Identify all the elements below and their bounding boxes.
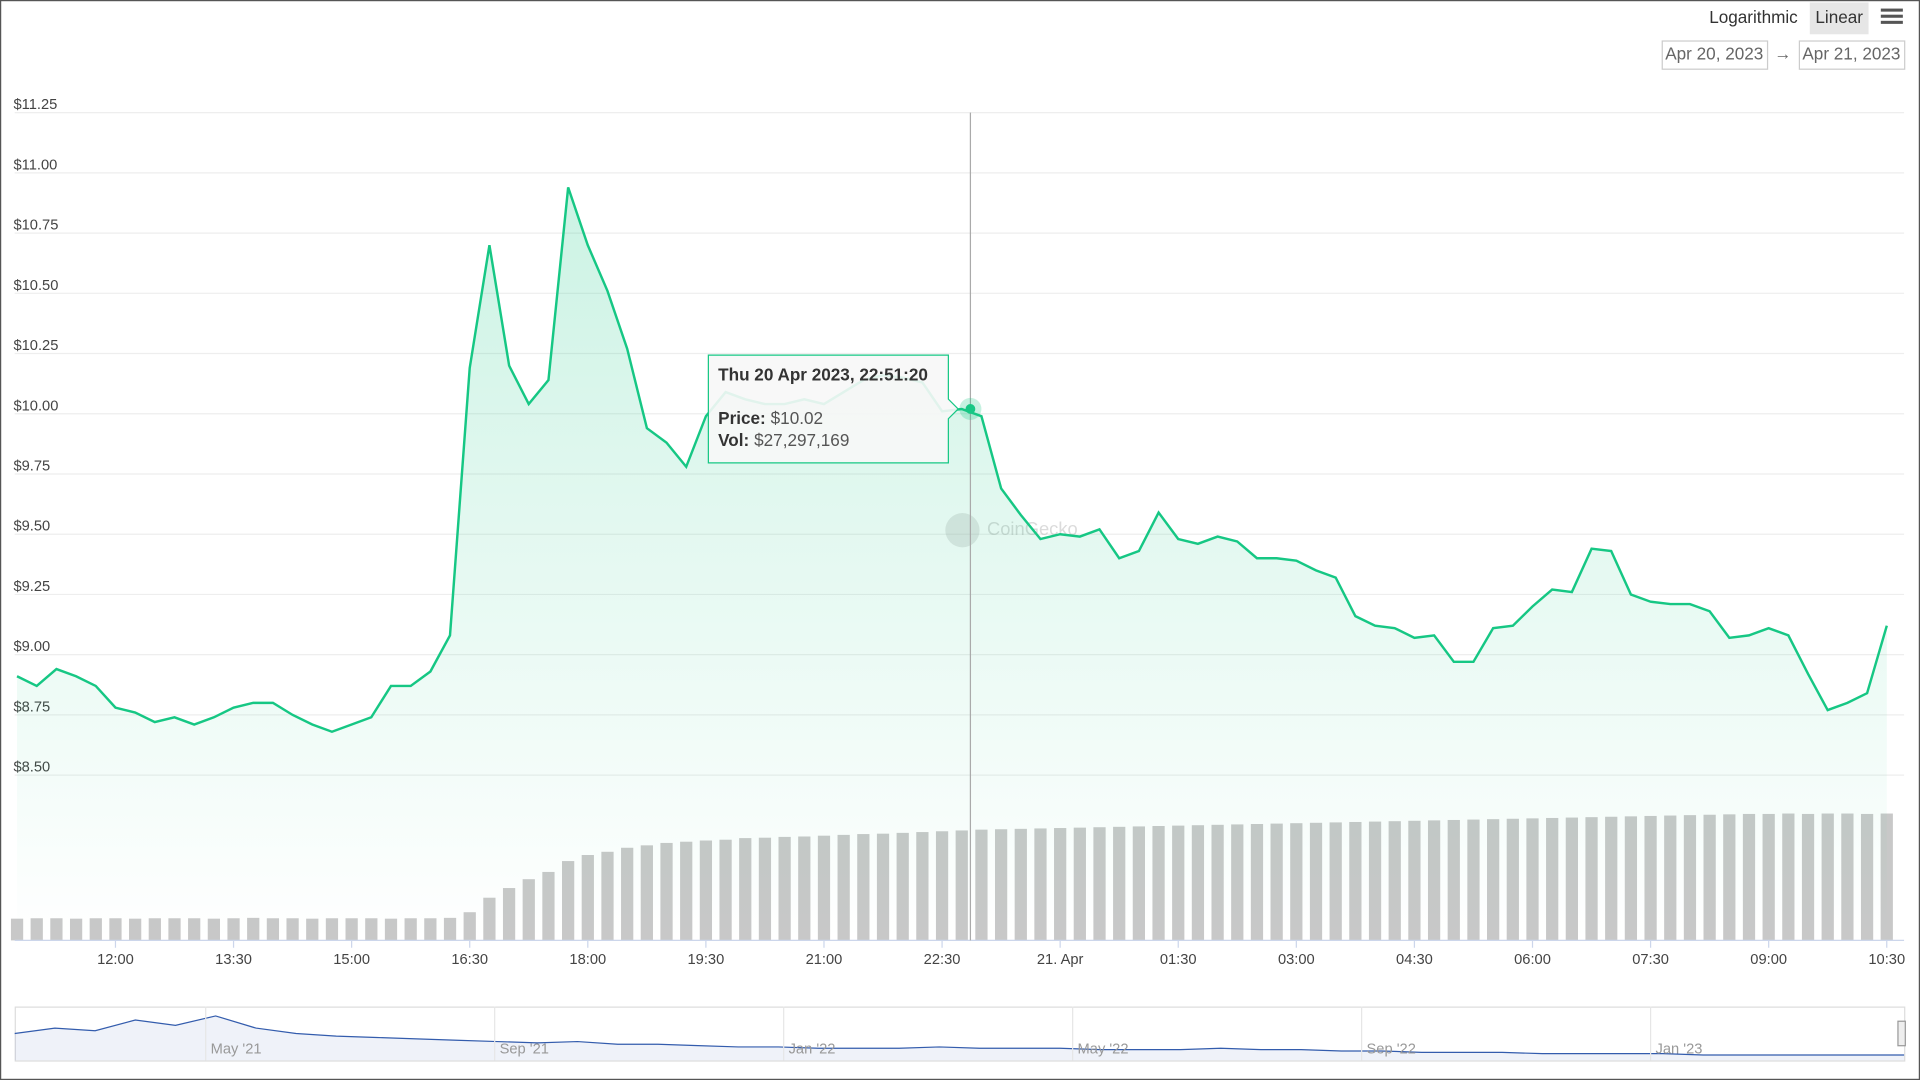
y-tick-label: $9.25 — [13, 579, 50, 595]
navigator-handle[interactable] — [1897, 1020, 1906, 1047]
y-tick-label: $10.75 — [13, 218, 58, 234]
tooltip-box — [707, 354, 960, 464]
menu-icon[interactable] — [1880, 8, 1903, 24]
x-tick-label: 16:30 — [451, 952, 488, 968]
y-tick-label: $10.25 — [13, 338, 58, 354]
scale-button[interactable]: Linear — [1815, 7, 1863, 27]
x-tick-label: 21. Apr — [1037, 952, 1084, 968]
x-tick-label: 10:30 — [1868, 952, 1905, 968]
hover-marker — [965, 404, 976, 414]
x-tick-label: 01:30 — [1160, 952, 1197, 968]
date-input[interactable] — [1661, 40, 1769, 70]
x-tick-label: 09:00 — [1750, 952, 1787, 968]
tooltip-title: Thu 20 Apr 2023, 22:51:20 — [718, 364, 928, 384]
navigator-label: May '22 — [1078, 1041, 1129, 1057]
x-tick-label: 19:30 — [688, 952, 725, 968]
x-tick-label: 22:30 — [924, 952, 961, 968]
y-tick-label: $10.00 — [13, 398, 58, 414]
x-tick-label: 07:30 — [1632, 952, 1669, 968]
date-input[interactable] — [1798, 40, 1906, 70]
x-tick-label: 13:30 — [215, 952, 252, 968]
y-tick-label: $9.75 — [13, 459, 50, 475]
tooltip-value: $27,297,169 — [754, 429, 849, 449]
navigator-label: Sep '22 — [1367, 1041, 1416, 1057]
tooltip-row: Price: $10.02 — [718, 407, 823, 427]
y-tick-label: $9.00 — [13, 639, 50, 655]
y-tick-label: $9.50 — [13, 519, 50, 535]
navigator-label: Sep '21 — [500, 1041, 549, 1057]
y-tick-label: $11.25 — [13, 97, 57, 113]
tooltip-label: Vol: — [718, 429, 749, 449]
x-tick-label: 18:00 — [569, 952, 606, 968]
tooltip-label: Price: — [718, 407, 766, 427]
x-tick-label: 12:00 — [97, 952, 134, 968]
tooltip-row: Vol: $27,297,169 — [718, 429, 849, 449]
price-area — [17, 187, 1887, 941]
navigator-line — [14, 1015, 1905, 1056]
x-tick-label: 04:30 — [1396, 952, 1433, 968]
scale-button[interactable]: Logarithmic — [1709, 7, 1798, 27]
date-from: Apr 20, 2023 — [1665, 44, 1763, 64]
y-tick-label: $11.00 — [13, 157, 57, 173]
navigator-label: Jan '23 — [1656, 1041, 1703, 1057]
date-arrow: → — [1774, 44, 1791, 64]
navigator-area — [14, 1015, 1905, 1061]
scale-button-bg — [1809, 2, 1869, 35]
navigator-label: Jan '22 — [789, 1041, 836, 1057]
y-tick-label: $10.50 — [13, 278, 58, 294]
x-tick-label: 03:00 — [1278, 952, 1315, 968]
date-to: Apr 21, 2023 — [1802, 44, 1900, 64]
x-tick-label: 06:00 — [1514, 952, 1551, 968]
x-tick-label: 21:00 — [806, 952, 843, 968]
tooltip-value: $10.02 — [771, 407, 823, 427]
navigator-label: May '21 — [211, 1041, 262, 1057]
x-tick-label: 15:00 — [333, 952, 370, 968]
controls: Logarithmic Linear Apr 20, 2023 → Apr 21… — [1661, 2, 1906, 70]
